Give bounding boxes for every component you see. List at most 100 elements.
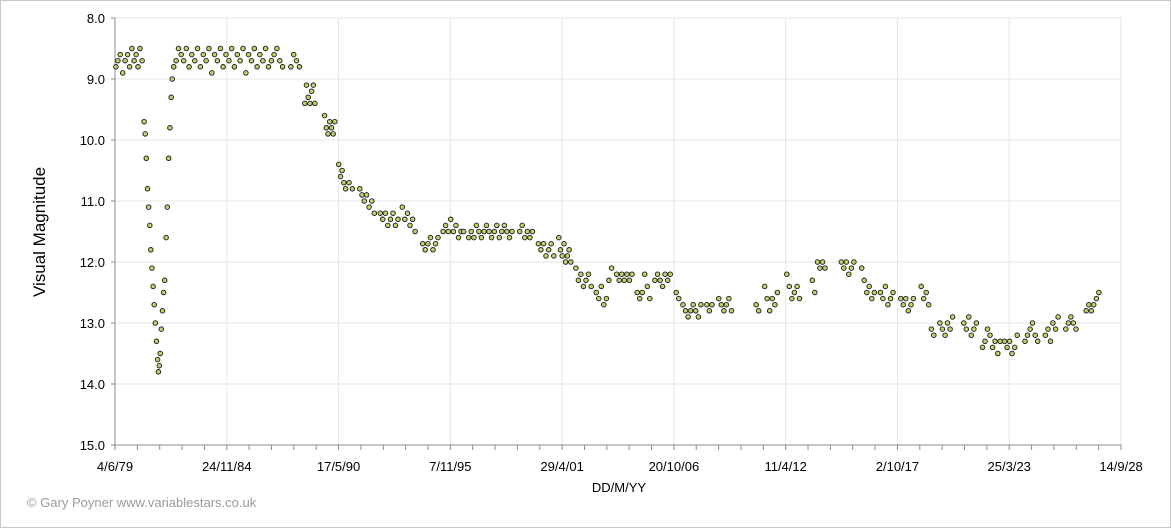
data-point — [150, 283, 156, 290]
data-point — [211, 51, 218, 58]
data-point — [337, 173, 344, 180]
data-point — [145, 204, 152, 210]
data-point — [170, 64, 177, 70]
data-point — [680, 301, 686, 308]
data-point — [634, 289, 640, 296]
data-point — [251, 45, 258, 52]
data-point — [1029, 320, 1036, 326]
data-point — [385, 222, 391, 229]
data-point — [407, 222, 413, 229]
data-point — [142, 131, 148, 137]
data-point — [445, 228, 452, 235]
data-point — [240, 45, 246, 52]
data-point — [809, 277, 816, 284]
data-point — [890, 289, 896, 296]
data-point — [885, 301, 891, 308]
x-tick-label: 17/5/90 — [317, 459, 360, 474]
data-point — [483, 222, 490, 229]
tick-labels: 8.0 9.0 10.0 11.0 12.0 13.0 14.0 15.0 4/6/79 24/1… — [80, 11, 1143, 474]
data-point — [942, 332, 948, 338]
axes — [111, 17, 1122, 450]
data-point — [268, 57, 275, 64]
data-point — [432, 240, 439, 247]
data-point — [728, 308, 735, 314]
data-point — [209, 70, 215, 76]
y-tick-label: 15.0 — [80, 438, 105, 453]
data-point — [527, 234, 533, 241]
data-point — [206, 45, 212, 52]
data-point — [214, 57, 221, 64]
y-tick-label: 14.0 — [80, 377, 105, 392]
data-point — [838, 259, 845, 265]
data-point — [321, 112, 328, 119]
y-tick-label: 13.0 — [80, 316, 105, 331]
data-point — [395, 216, 401, 223]
data-point — [982, 338, 988, 345]
data-point — [277, 57, 283, 64]
data-point — [923, 289, 929, 296]
data-point — [568, 259, 574, 265]
data-point — [1034, 338, 1041, 345]
data-point — [509, 228, 515, 235]
data-point — [175, 45, 182, 52]
data-point — [652, 277, 658, 284]
data-point — [237, 57, 243, 64]
y-axis-title: Visual Magnitude — [30, 167, 49, 297]
data-point — [1011, 344, 1018, 351]
data-point — [764, 295, 770, 302]
data-point — [905, 308, 912, 314]
data-point — [471, 234, 477, 241]
data-point — [371, 210, 378, 216]
data-point — [197, 64, 204, 70]
data-point — [223, 51, 229, 58]
data-point — [1063, 326, 1069, 332]
data-point — [1022, 338, 1028, 345]
data-point — [851, 259, 857, 265]
data-point — [167, 125, 173, 131]
data-point — [561, 240, 567, 247]
data-point — [654, 271, 661, 277]
data-point — [157, 350, 163, 357]
data-point — [538, 247, 544, 253]
data-point — [129, 45, 135, 52]
data-point — [588, 283, 594, 290]
data-point — [791, 289, 798, 296]
data-point — [673, 289, 679, 296]
data-point — [866, 283, 872, 290]
data-point — [308, 88, 315, 94]
data-point — [774, 289, 781, 296]
data-point — [328, 125, 335, 131]
data-point — [478, 234, 485, 241]
data-point — [158, 326, 165, 332]
data-point — [382, 210, 389, 216]
data-point — [131, 57, 137, 64]
data-point — [644, 283, 651, 290]
data-point — [231, 64, 238, 70]
data-point — [659, 283, 666, 290]
x-tick-label: 25/3/23 — [988, 459, 1031, 474]
data-point — [997, 338, 1003, 345]
data-point — [144, 186, 151, 192]
data-point — [871, 289, 878, 296]
data-point — [156, 362, 163, 369]
x-axis-title: DD/M/YY — [592, 480, 647, 495]
data-point — [491, 228, 498, 235]
data-point — [404, 210, 411, 216]
data-point — [861, 277, 867, 284]
data-point — [326, 118, 333, 125]
data-point — [626, 277, 633, 284]
data-point — [296, 64, 303, 70]
data-point — [152, 320, 159, 326]
data-point — [937, 320, 943, 326]
data-point — [721, 308, 727, 314]
data-point — [1073, 326, 1079, 332]
data-point — [979, 344, 986, 351]
data-point — [772, 301, 778, 308]
data-point — [543, 253, 549, 259]
data-point — [1070, 320, 1077, 326]
data-point — [613, 271, 620, 277]
data-point — [476, 228, 482, 235]
data-point — [1065, 320, 1072, 326]
data-point — [1042, 332, 1049, 338]
data-point — [379, 216, 386, 223]
